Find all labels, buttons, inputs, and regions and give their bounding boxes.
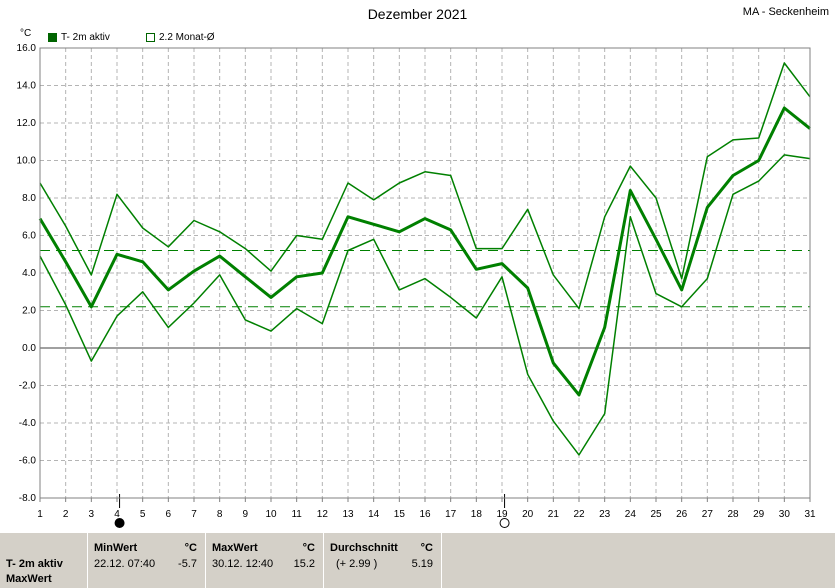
avg-delta: (+ 2.99 ) [336, 558, 378, 570]
stats-avg-cell: Durchschnitt °C (+ 2.99 ) 5.19 [324, 533, 442, 588]
series-line-max [39, 62, 811, 310]
legend-label: 2.2 Monat-Ø [159, 32, 215, 43]
x-tick-label: 5 [140, 509, 146, 520]
max-value: 15.2 [293, 558, 315, 570]
legend-item-current[interactable]: T- 2m aktiv [48, 32, 110, 43]
avg-header: Durchschnitt [330, 542, 398, 554]
x-tick-label: 27 [702, 509, 714, 520]
x-tick-label: 29 [753, 509, 765, 520]
x-tick-label: 7 [191, 509, 197, 520]
y-tick-label: 6.0 [22, 231, 36, 242]
y-tick-label: 0.0 [22, 343, 36, 354]
stats-row-label: T- 2m aktiv [6, 558, 63, 570]
series-lines [38, 62, 811, 456]
min-header: MinWert [94, 542, 138, 554]
x-tick-label: 15 [394, 509, 406, 520]
y-tick-label: 10.0 [17, 156, 37, 167]
stats-row-label-cell: T- 2m aktiv MaxWert [0, 533, 88, 588]
legend-label: T- 2m aktiv [61, 32, 110, 43]
temperature-chart: 16.0 14.0 12.0 10.0 8.0 6.0 4.0 2.0 0.0 -2.0 -4.0 -… [17, 43, 816, 528]
x-tick-label: 20 [522, 509, 534, 520]
y-unit: °C [20, 28, 32, 39]
y-tick-label: -6.0 [19, 456, 37, 467]
x-tick-label: 31 [804, 509, 816, 520]
moon-phases [114, 494, 510, 528]
y-tick-label: 8.0 [22, 193, 36, 204]
x-tick-label: 24 [625, 509, 637, 520]
x-axis-labels: 1 2 3 4 5 6 7 8 9 10 11 12 13 14 15 16 17 18 19 20 21 22 23 24 2… [37, 509, 816, 520]
x-tick-label: 13 [342, 509, 354, 520]
x-tick-label: 17 [445, 509, 457, 520]
series-line-mean [38, 106, 811, 397]
legend-item-monthly-average[interactable]: 2.2 Monat-Ø [146, 32, 215, 43]
legend-swatch-empty-icon [146, 33, 155, 42]
x-tick-label: 12 [317, 509, 329, 520]
chart-title: Dezember 2021 [367, 6, 468, 22]
max-datetime: 30.12. 12:40 [212, 558, 274, 570]
min-unit: °C [184, 542, 197, 554]
x-tick-label: 22 [573, 509, 585, 520]
x-tick-label: 1 [37, 509, 43, 520]
stats-row-label-2: MaxWert [6, 573, 52, 585]
series-line-min [39, 154, 811, 456]
x-tick-label: 16 [419, 509, 431, 520]
x-tick-label: 30 [779, 509, 791, 520]
x-tick-label: 6 [166, 509, 172, 520]
x-tick-label: 26 [676, 509, 688, 520]
x-tick-label: 2 [63, 509, 69, 520]
x-tick-label: 3 [89, 509, 95, 520]
x-tick-label: 10 [265, 509, 277, 520]
y-tick-label: 16.0 [17, 43, 37, 54]
x-tick-label: 25 [650, 509, 662, 520]
min-datetime: 22.12. 07:40 [94, 558, 156, 570]
legend-swatch-filled-icon [48, 33, 57, 42]
x-tick-label: 28 [727, 509, 739, 520]
x-tick-label: 8 [217, 509, 223, 520]
x-tick-label: 19 [496, 509, 508, 520]
avg-unit: °C [420, 542, 433, 554]
x-tick-label: 11 [291, 509, 302, 520]
min-value: -5.7 [178, 558, 197, 570]
max-unit: °C [302, 542, 315, 554]
plot-frame [39, 47, 811, 499]
station-name: MA - Seckenheim [742, 6, 829, 18]
x-tick-label: 18 [471, 509, 483, 520]
x-tick-label: 4 [114, 509, 120, 520]
x-tick-label: 21 [548, 509, 560, 520]
stats-table: T- 2m aktiv MaxWert MinWert °C 22.12. 07… [0, 533, 835, 588]
new-moon-icon [499, 518, 510, 528]
y-tick-label: -2.0 [19, 381, 37, 392]
max-header: MaxWert [212, 542, 258, 554]
y-tick-label: 2.0 [22, 306, 36, 317]
y-tick-label: 12.0 [17, 118, 37, 129]
stats-max-cell: MaxWert °C 30.12. 12:40 15.2 [206, 533, 324, 588]
y-tick-label: 4.0 [22, 268, 36, 279]
y-tick-label: -8.0 [19, 493, 37, 504]
x-tick-label: 9 [243, 509, 249, 520]
stats-min-cell: MinWert °C 22.12. 07:40 -5.7 [88, 533, 206, 588]
y-tick-label: 14.0 [17, 81, 37, 92]
y-axis-labels: 16.0 14.0 12.0 10.0 8.0 6.0 4.0 2.0 0.0 -2.0 -4.0 -… [17, 43, 37, 504]
full-moon-icon [114, 518, 125, 528]
avg-value: 5.19 [411, 558, 433, 570]
y-tick-label: -4.0 [19, 418, 37, 429]
x-tick-label: 23 [599, 509, 611, 520]
x-tick-label: 14 [368, 509, 380, 520]
